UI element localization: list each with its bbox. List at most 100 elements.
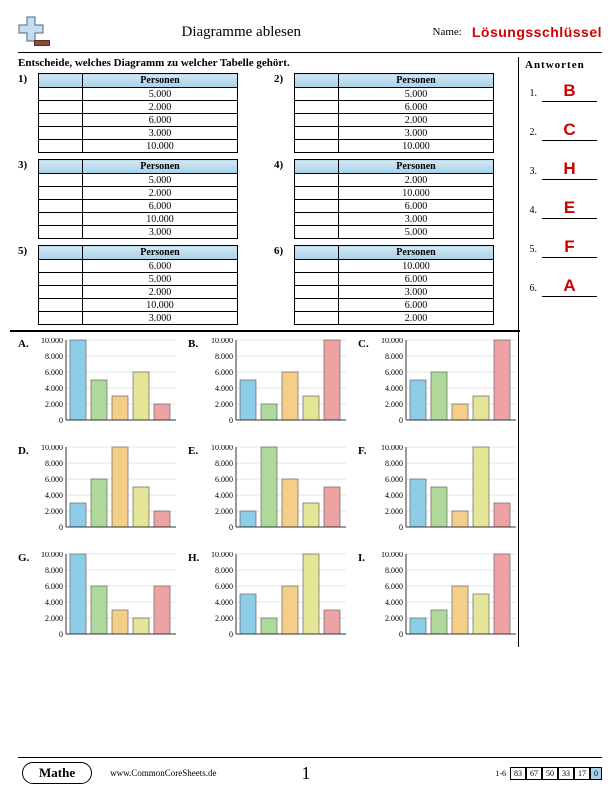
- table-block: 6) Personen10.0006.0003.0006.0002.000: [274, 245, 518, 325]
- svg-text:6.000: 6.000: [385, 368, 403, 377]
- page-number: 1: [302, 763, 311, 784]
- table-cell: 10.000: [83, 213, 238, 226]
- subject-badge: Mathe: [22, 762, 92, 784]
- svg-text:2.000: 2.000: [385, 614, 403, 623]
- answer-row: 6.A: [525, 276, 602, 297]
- svg-text:10.000: 10.000: [211, 445, 233, 452]
- svg-text:10.000: 10.000: [41, 338, 63, 345]
- svg-text:4.000: 4.000: [215, 491, 233, 500]
- chart-block: E.02.0004.0006.0008.00010.000: [188, 445, 352, 540]
- table-cell: 6.000: [83, 114, 238, 127]
- score-box: 33: [558, 767, 574, 780]
- table-number: 4): [274, 159, 290, 171]
- bar-chart: 02.0004.0006.0008.00010.000: [204, 552, 349, 644]
- table-cell: 2.000: [339, 114, 494, 127]
- svg-text:6.000: 6.000: [45, 368, 63, 377]
- header: Diagramme ablesen Name: Lösungsschlüssel: [18, 16, 602, 48]
- chart-block: D.02.0004.0006.0008.00010.000: [18, 445, 182, 540]
- answer-row: 4.E: [525, 198, 602, 219]
- table-cell: 5.000: [83, 273, 238, 286]
- svg-text:8.000: 8.000: [385, 459, 403, 468]
- answer-value: F: [542, 237, 597, 258]
- chart-letter: C.: [358, 338, 372, 350]
- svg-text:6.000: 6.000: [45, 582, 63, 591]
- svg-text:2.000: 2.000: [385, 507, 403, 516]
- table-number: 5): [18, 245, 34, 257]
- svg-text:2.000: 2.000: [215, 400, 233, 409]
- answers-panel: Antworten 1.B2.C3.H4.E5.F6.A: [518, 57, 602, 647]
- table-cell: 6.000: [339, 101, 494, 114]
- table-cell: 5.000: [83, 174, 238, 187]
- svg-text:4.000: 4.000: [45, 384, 63, 393]
- svg-text:0: 0: [229, 416, 233, 425]
- svg-text:8.000: 8.000: [45, 459, 63, 468]
- chart-block: H.02.0004.0006.0008.00010.000: [188, 552, 352, 647]
- tables-grid: 1) Personen5.0002.0006.0003.00010.0002) …: [18, 73, 518, 325]
- table-cell: 2.000: [83, 286, 238, 299]
- table-cell: 10.000: [339, 187, 494, 200]
- table-cell: 5.000: [339, 226, 494, 239]
- bar-chart: 02.0004.0006.0008.00010.000: [374, 445, 519, 537]
- svg-text:0: 0: [399, 416, 403, 425]
- svg-text:6.000: 6.000: [215, 368, 233, 377]
- answer-number: 4.: [525, 205, 537, 216]
- table-cell: 10.000: [83, 140, 238, 153]
- chart-letter: H.: [188, 552, 202, 564]
- chart-block: A.02.0004.0006.0008.00010.000: [18, 338, 182, 433]
- svg-text:2.000: 2.000: [385, 400, 403, 409]
- svg-text:4.000: 4.000: [385, 598, 403, 607]
- svg-text:8.000: 8.000: [385, 352, 403, 361]
- chart-letter: A.: [18, 338, 32, 350]
- svg-text:8.000: 8.000: [45, 352, 63, 361]
- chart-letter: G.: [18, 552, 32, 564]
- answer-number: 6.: [525, 283, 537, 294]
- table-number: 3): [18, 159, 34, 171]
- data-table: Personen10.0006.0003.0006.0002.000: [294, 245, 494, 325]
- svg-text:8.000: 8.000: [215, 352, 233, 361]
- svg-text:0: 0: [229, 523, 233, 532]
- bar-chart: 02.0004.0006.0008.00010.000: [204, 338, 349, 430]
- answer-row: 3.H: [525, 159, 602, 180]
- svg-text:0: 0: [59, 523, 63, 532]
- footer-url: www.CommonCoreSheets.de: [110, 768, 216, 778]
- answer-value: H: [542, 159, 597, 180]
- svg-text:8.000: 8.000: [215, 566, 233, 575]
- table-cell: 3.000: [339, 286, 494, 299]
- svg-text:10.000: 10.000: [41, 552, 63, 559]
- table-cell: 6.000: [339, 299, 494, 312]
- svg-text:0: 0: [59, 416, 63, 425]
- table-cell: 3.000: [339, 213, 494, 226]
- answer-number: 5.: [525, 244, 537, 255]
- answer-row: 2.C: [525, 120, 602, 141]
- table-cell: 3.000: [83, 127, 238, 140]
- svg-text:2.000: 2.000: [215, 507, 233, 516]
- svg-text:10.000: 10.000: [41, 445, 63, 452]
- score-box: 0: [590, 767, 602, 780]
- bar-chart: 02.0004.0006.0008.00010.000: [204, 445, 349, 537]
- table-cell: 6.000: [339, 273, 494, 286]
- score-range: 1-6: [495, 769, 506, 778]
- bar-chart: 02.0004.0006.0008.00010.000: [34, 552, 179, 644]
- score-box: 50: [542, 767, 558, 780]
- table-block: 1) Personen5.0002.0006.0003.00010.000: [18, 73, 262, 153]
- chart-letter: B.: [188, 338, 202, 350]
- svg-text:0: 0: [399, 630, 403, 639]
- table-cell: 10.000: [339, 260, 494, 273]
- svg-text:8.000: 8.000: [385, 566, 403, 575]
- svg-text:10.000: 10.000: [381, 338, 403, 345]
- bar-chart: 02.0004.0006.0008.00010.000: [34, 338, 179, 430]
- svg-text:4.000: 4.000: [215, 598, 233, 607]
- table-cell: 3.000: [83, 226, 238, 239]
- chart-letter: I.: [358, 552, 372, 564]
- table-block: 2) Personen5.0006.0002.0003.00010.000: [274, 73, 518, 153]
- table-cell: 5.000: [83, 88, 238, 101]
- chart-letter: F.: [358, 445, 372, 457]
- table-cell: 5.000: [339, 88, 494, 101]
- svg-text:2.000: 2.000: [45, 614, 63, 623]
- bar-chart: 02.0004.0006.0008.00010.000: [34, 445, 179, 537]
- answers-title: Antworten: [525, 59, 602, 71]
- data-table: Personen2.00010.0006.0003.0005.000: [294, 159, 494, 239]
- svg-text:6.000: 6.000: [385, 582, 403, 591]
- chart-block: B.02.0004.0006.0008.00010.000: [188, 338, 352, 433]
- table-cell: 10.000: [83, 299, 238, 312]
